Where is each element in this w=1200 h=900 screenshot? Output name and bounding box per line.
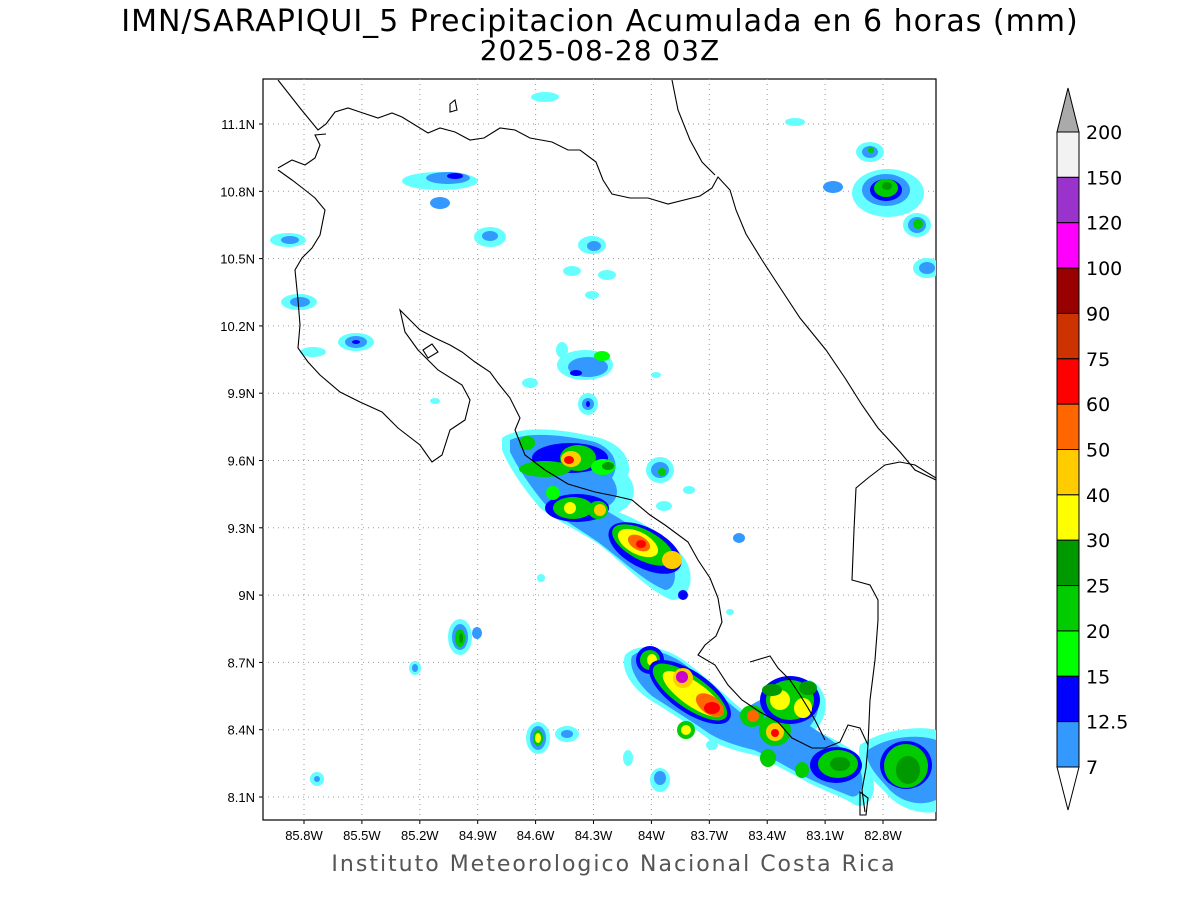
lon-tick-label: 84.3W bbox=[575, 828, 613, 843]
legend-swatch bbox=[1056, 222, 1080, 269]
lat-tick-label: 9.9N bbox=[228, 386, 255, 401]
map-title: IMN/SARAPIQUI_5 Precipitacion Acumulada … bbox=[121, 4, 1079, 39]
rain-band-south bbox=[623, 609, 875, 806]
lat-tick-label: 11.1N bbox=[221, 117, 255, 132]
lon-tick-label: 84W bbox=[638, 828, 665, 843]
legend-swatch bbox=[1056, 131, 1080, 178]
legend-label: 7 bbox=[1086, 757, 1098, 779]
rain-cell bbox=[859, 728, 936, 813]
legend-swatch bbox=[1056, 176, 1080, 224]
legend-label: 150 bbox=[1086, 167, 1122, 189]
legend-swatch bbox=[1056, 494, 1080, 541]
lat-tick-label: 10.8N bbox=[220, 184, 255, 199]
lon-tick-label: 83.4W bbox=[748, 828, 786, 843]
lon-tick-label: 85.5W bbox=[343, 828, 381, 843]
legend-swatch bbox=[1056, 721, 1080, 768]
grid-lines bbox=[263, 79, 936, 820]
lon-axis: 85.8W 85.5W 85.2W 84.9W 84.6W 84.3W 84W 83.7W 83… bbox=[285, 820, 903, 843]
legend-swatch bbox=[1056, 358, 1080, 405]
legend-label: 12.5 bbox=[1086, 712, 1128, 734]
map-timestamp: 2025-08-28 03Z bbox=[479, 34, 721, 67]
legend-swatch bbox=[1056, 630, 1080, 677]
lat-tick-label: 8.4N bbox=[228, 723, 255, 738]
rain-cell bbox=[556, 342, 613, 415]
lon-tick-label: 85.2W bbox=[401, 828, 439, 843]
legend-label: 200 bbox=[1086, 122, 1122, 144]
lat-tick-label: 10.5N bbox=[220, 252, 255, 267]
lat-tick-label: 8.7N bbox=[228, 655, 255, 670]
lon-tick-label: 85.8W bbox=[285, 828, 323, 843]
legend-label: 60 bbox=[1086, 394, 1110, 416]
legend-label: 40 bbox=[1086, 485, 1110, 507]
rain-cell bbox=[823, 142, 936, 278]
coastlines bbox=[277, 79, 936, 816]
legend-label: 25 bbox=[1086, 576, 1110, 598]
lon-tick-label: 84.6W bbox=[517, 828, 555, 843]
legend-swatch bbox=[1056, 267, 1080, 314]
legend-label: 100 bbox=[1086, 258, 1122, 280]
lat-tick-label: 10.2N bbox=[220, 319, 255, 334]
legend-label: 75 bbox=[1086, 349, 1110, 371]
legend-swatch bbox=[1056, 403, 1080, 450]
legend-swatch bbox=[1056, 449, 1080, 496]
legend-swatch bbox=[1056, 585, 1080, 632]
legend-top-cap bbox=[1056, 87, 1080, 133]
credit-line: Instituto Meteorologico Nacional Costa R… bbox=[331, 852, 897, 877]
lat-tick-label: 8.1N bbox=[228, 790, 255, 805]
legend-swatch bbox=[1056, 312, 1080, 360]
legend-label: 30 bbox=[1086, 530, 1110, 552]
rain-cell bbox=[270, 92, 805, 404]
lon-tick-label: 83.1W bbox=[806, 828, 844, 843]
legend-bottom-cap bbox=[1056, 766, 1080, 811]
legend-label: 120 bbox=[1086, 213, 1122, 235]
legend-label: 15 bbox=[1086, 666, 1110, 688]
color-legend: 200 150 120 100 90 75 60 50 40 30 25 20 15 12.5 7 bbox=[1056, 87, 1128, 811]
precipitation-fields bbox=[270, 79, 936, 816]
legend-label: 50 bbox=[1086, 440, 1110, 462]
lon-tick-label: 83.7W bbox=[691, 828, 729, 843]
legend-label: 90 bbox=[1086, 303, 1110, 325]
lon-tick-label: 84.9W bbox=[459, 828, 497, 843]
lat-tick-label: 9.6N bbox=[228, 454, 255, 469]
lat-axis: 11.1N 10.8N 10.5N 10.2N 9.9N 9.6N 9.3N 9N 8.7N 8.… bbox=[220, 117, 263, 805]
legend-swatch bbox=[1056, 675, 1080, 723]
rain-cell bbox=[310, 619, 579, 786]
lon-tick-label: 82.8W bbox=[864, 828, 902, 843]
lat-tick-label: 9N bbox=[238, 588, 255, 603]
legend-label: 20 bbox=[1086, 621, 1110, 643]
lat-tick-label: 9.3N bbox=[228, 521, 255, 536]
legend-swatch bbox=[1056, 539, 1080, 587]
